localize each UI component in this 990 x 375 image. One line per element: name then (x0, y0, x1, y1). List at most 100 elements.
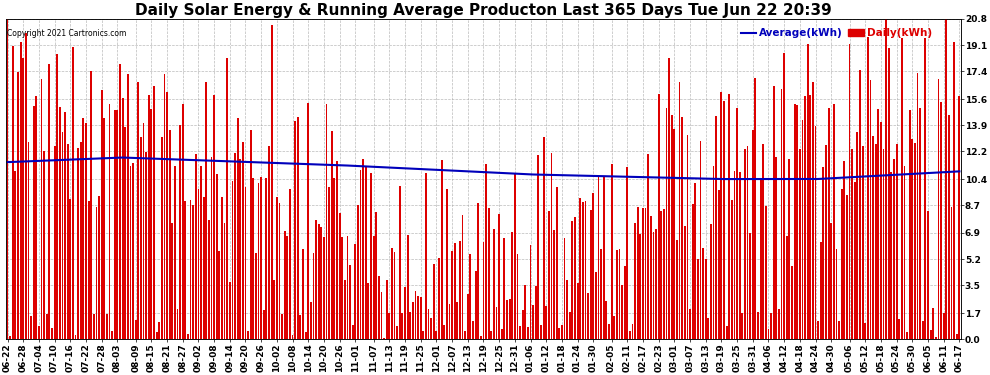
Bar (122, 98, 124, 339)
Bar (953, 42, 955, 339)
Bar (375, 212, 377, 339)
Bar (51, 328, 52, 339)
Bar (762, 144, 764, 339)
Bar (229, 282, 231, 339)
Bar (357, 205, 358, 339)
Bar (799, 149, 801, 339)
Bar (739, 172, 741, 339)
Bar (671, 115, 672, 339)
Bar (294, 121, 296, 339)
Bar (611, 164, 613, 339)
Bar (248, 332, 249, 339)
Legend: Average(kWh), Daily(kWh): Average(kWh), Daily(kWh) (737, 24, 937, 42)
Bar (488, 208, 490, 339)
Bar (179, 126, 181, 339)
Bar (168, 130, 170, 339)
Bar (577, 283, 578, 339)
Bar (284, 231, 286, 339)
Bar (563, 238, 565, 339)
Bar (590, 210, 592, 339)
Bar (547, 211, 549, 339)
Bar (237, 118, 239, 339)
Bar (831, 223, 833, 339)
Bar (349, 265, 351, 339)
Bar (36, 96, 38, 339)
Bar (464, 332, 466, 339)
Bar (788, 159, 790, 339)
Bar (786, 236, 788, 339)
Bar (359, 170, 361, 339)
Bar (336, 161, 338, 339)
Bar (138, 82, 140, 339)
Bar (190, 200, 191, 339)
Bar (904, 166, 906, 339)
Bar (260, 177, 262, 339)
Bar (25, 33, 27, 339)
Bar (632, 324, 634, 339)
Bar (203, 197, 205, 339)
Bar (286, 236, 288, 339)
Bar (839, 321, 840, 339)
Bar (46, 314, 48, 339)
Bar (898, 319, 900, 339)
Bar (851, 149, 853, 339)
Bar (767, 329, 769, 339)
Bar (372, 236, 374, 339)
Bar (106, 314, 108, 339)
Bar (44, 151, 46, 339)
Bar (496, 307, 497, 339)
Bar (535, 285, 537, 339)
Bar (569, 312, 570, 339)
Bar (150, 109, 152, 339)
Bar (394, 252, 395, 339)
Bar (673, 129, 675, 339)
Bar (482, 242, 484, 339)
Bar (600, 249, 602, 339)
Bar (606, 300, 607, 339)
Bar (367, 283, 369, 339)
Bar (927, 211, 929, 339)
Bar (935, 338, 937, 339)
Bar (906, 332, 908, 339)
Bar (439, 258, 440, 339)
Bar (270, 24, 272, 339)
Bar (219, 251, 220, 339)
Bar (82, 118, 84, 339)
Bar (942, 313, 944, 339)
Bar (278, 203, 280, 339)
Bar (208, 220, 210, 339)
Bar (846, 195, 847, 339)
Bar (425, 173, 427, 339)
Bar (655, 229, 657, 339)
Bar (890, 172, 892, 339)
Bar (697, 259, 699, 339)
Bar (383, 338, 385, 339)
Bar (240, 159, 242, 339)
Bar (509, 299, 511, 339)
Bar (444, 326, 446, 339)
Bar (504, 238, 505, 339)
Bar (754, 78, 756, 339)
Bar (192, 205, 194, 339)
Bar (224, 224, 226, 339)
Bar (647, 154, 649, 339)
Bar (98, 196, 100, 339)
Bar (420, 297, 422, 339)
Bar (812, 81, 814, 339)
Bar (702, 248, 704, 339)
Bar (257, 183, 259, 339)
Bar (940, 102, 941, 339)
Bar (810, 95, 811, 339)
Bar (143, 123, 145, 339)
Bar (407, 235, 409, 339)
Bar (938, 79, 940, 339)
Bar (731, 200, 733, 339)
Bar (527, 327, 529, 339)
Bar (433, 264, 435, 339)
Bar (163, 75, 165, 339)
Bar (302, 249, 304, 339)
Bar (909, 110, 911, 339)
Bar (453, 243, 455, 339)
Bar (148, 95, 149, 339)
Bar (883, 148, 884, 339)
